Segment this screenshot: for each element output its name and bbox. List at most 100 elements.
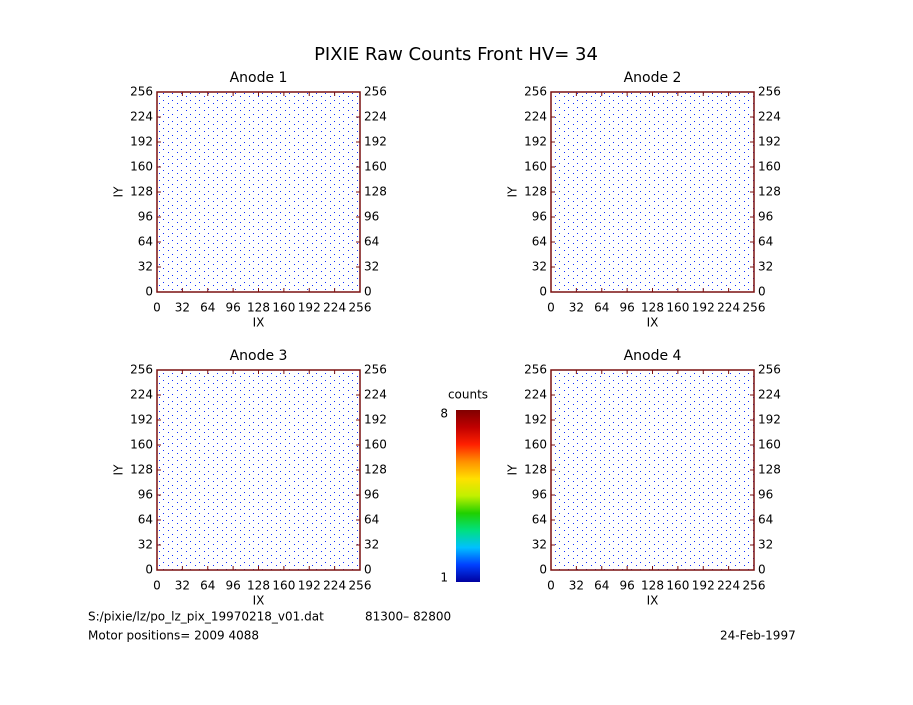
colorbar-label: counts — [448, 388, 488, 402]
x-tick-label: 32 — [175, 301, 190, 315]
x-tick-label: 160 — [272, 301, 295, 315]
x-tick-label: 128 — [641, 301, 664, 315]
counts-texture — [157, 92, 360, 292]
y-axis-label: IY — [506, 186, 520, 198]
date: 24-Feb-1997 — [720, 629, 796, 643]
y-tick-label-right: 96 — [758, 210, 773, 224]
x-tick-label: 96 — [225, 579, 240, 593]
colorbar — [456, 410, 480, 582]
y-tick-label: 96 — [532, 488, 547, 502]
y-tick-label-right: 160 — [758, 438, 781, 452]
y-tick-label-right: 0 — [364, 285, 372, 299]
y-tick-label: 160 — [524, 438, 547, 452]
y-tick-label: 128 — [130, 185, 153, 199]
y-tick-label-right: 128 — [758, 185, 781, 199]
x-axis-label: IX — [253, 316, 265, 330]
y-tick-label: 96 — [138, 488, 153, 502]
x-tick-label: 256 — [743, 301, 766, 315]
colorbar-tick-label: 1 — [440, 571, 448, 585]
y-tick-label: 160 — [130, 438, 153, 452]
y-tick-label-right: 224 — [758, 388, 781, 402]
x-tick-label: 64 — [594, 301, 609, 315]
panel-title: Anode 1 — [230, 70, 288, 86]
x-tick-label: 256 — [349, 579, 372, 593]
x-tick-label: 32 — [175, 579, 190, 593]
y-tick-label: 32 — [138, 538, 153, 552]
y-tick-label: 256 — [130, 85, 153, 99]
y-axis-label: IY — [506, 464, 520, 476]
x-axis-label: IX — [647, 316, 659, 330]
x-tick-label: 160 — [272, 579, 295, 593]
y-tick-label: 0 — [539, 285, 547, 299]
y-tick-label-right: 64 — [758, 513, 773, 527]
y-tick-label: 0 — [145, 285, 153, 299]
x-tick-label: 192 — [692, 579, 715, 593]
x-tick-label: 64 — [200, 301, 215, 315]
y-tick-label: 224 — [524, 388, 547, 402]
y-tick-label: 192 — [524, 413, 547, 427]
y-tick-label-right: 224 — [758, 110, 781, 124]
y-tick-label: 64 — [138, 235, 153, 249]
x-tick-label: 256 — [349, 301, 372, 315]
counts-texture — [551, 370, 754, 570]
x-tick-label: 160 — [666, 301, 689, 315]
x-tick-label: 256 — [743, 579, 766, 593]
y-tick-label: 128 — [524, 185, 547, 199]
x-tick-label: 0 — [153, 301, 161, 315]
y-tick-label-right: 192 — [758, 135, 781, 149]
y-tick-label: 256 — [130, 363, 153, 377]
counts-texture — [157, 370, 360, 570]
y-tick-label: 192 — [130, 135, 153, 149]
y-tick-label-right: 96 — [364, 210, 379, 224]
y-tick-label: 224 — [130, 110, 153, 124]
y-tick-label: 64 — [138, 513, 153, 527]
panel-title: Anode 2 — [624, 70, 682, 86]
y-tick-label: 160 — [130, 160, 153, 174]
y-tick-label-right: 160 — [364, 160, 387, 174]
y-tick-label: 256 — [524, 85, 547, 99]
y-tick-label-right: 128 — [758, 463, 781, 477]
x-tick-label: 224 — [323, 579, 346, 593]
y-tick-label-right: 192 — [364, 135, 387, 149]
y-tick-label-right: 256 — [758, 363, 781, 377]
y-tick-label-right: 256 — [364, 85, 387, 99]
x-tick-label: 96 — [619, 301, 634, 315]
x-tick-label: 192 — [298, 301, 321, 315]
y-tick-label-right: 224 — [364, 388, 387, 402]
motor-positions: Motor positions= 2009 4088 — [88, 629, 259, 643]
y-tick-label-right: 32 — [364, 538, 379, 552]
y-tick-label: 192 — [130, 413, 153, 427]
y-tick-label: 32 — [532, 538, 547, 552]
y-tick-label: 64 — [532, 513, 547, 527]
x-tick-label: 96 — [619, 579, 634, 593]
y-axis-label: IY — [112, 186, 126, 198]
y-tick-label: 192 — [524, 135, 547, 149]
x-tick-label: 0 — [547, 579, 555, 593]
y-tick-label-right: 64 — [364, 513, 379, 527]
y-tick-label: 96 — [138, 210, 153, 224]
y-tick-label: 0 — [539, 563, 547, 577]
counts-texture — [551, 92, 754, 292]
x-tick-label: 192 — [692, 301, 715, 315]
y-tick-label-right: 192 — [758, 413, 781, 427]
y-tick-label: 64 — [532, 235, 547, 249]
x-tick-label: 0 — [547, 301, 555, 315]
y-tick-label-right: 96 — [758, 488, 773, 502]
y-tick-label-right: 128 — [364, 185, 387, 199]
x-tick-label: 128 — [247, 301, 270, 315]
y-tick-label-right: 32 — [364, 260, 379, 274]
x-tick-label: 128 — [641, 579, 664, 593]
x-tick-label: 64 — [594, 579, 609, 593]
y-tick-label: 224 — [130, 388, 153, 402]
y-tick-label: 0 — [145, 563, 153, 577]
count-range: 81300– 82800 — [365, 610, 451, 624]
y-tick-label-right: 32 — [758, 260, 773, 274]
y-tick-label-right: 160 — [364, 438, 387, 452]
y-tick-label: 128 — [130, 463, 153, 477]
x-tick-label: 224 — [717, 579, 740, 593]
x-tick-label: 96 — [225, 301, 240, 315]
x-tick-label: 32 — [569, 579, 584, 593]
y-tick-label-right: 0 — [758, 285, 766, 299]
x-tick-label: 128 — [247, 579, 270, 593]
y-tick-label: 224 — [524, 110, 547, 124]
